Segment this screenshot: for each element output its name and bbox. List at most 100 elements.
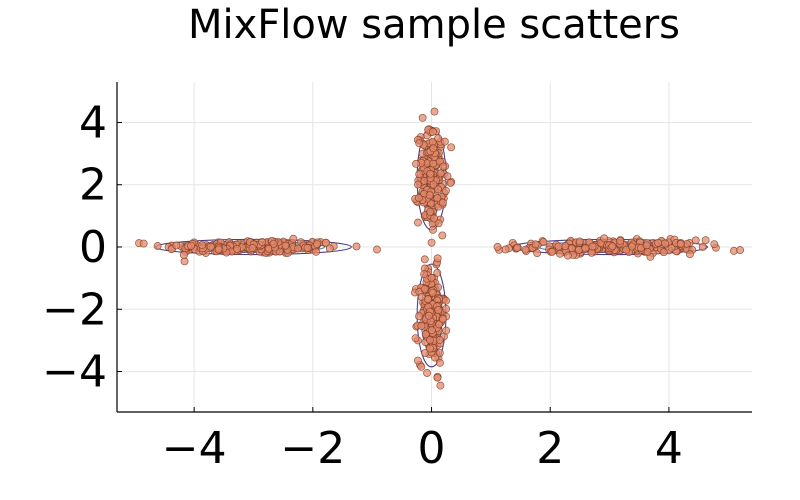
sample-point [352, 242, 361, 251]
sample-point [289, 234, 298, 243]
sample-point [442, 326, 451, 335]
sample-point [447, 143, 456, 152]
sample-point [214, 245, 223, 254]
sample-point [513, 243, 522, 252]
sample-point [198, 241, 207, 250]
sample-point [443, 172, 452, 181]
x-tick-label: 0 [418, 423, 446, 474]
sample-point [654, 238, 663, 247]
sample-point [281, 241, 290, 250]
sample-point [493, 242, 502, 251]
sample-point [588, 242, 597, 251]
sample-point [426, 169, 435, 178]
sample-point [258, 238, 267, 246]
sample-point [608, 242, 617, 251]
sample-point [248, 244, 257, 253]
axes [116, 82, 752, 413]
sample-point [439, 162, 448, 171]
sample-point [433, 194, 442, 203]
sample-point [548, 247, 557, 256]
sample-point [180, 257, 189, 266]
sample-point [710, 240, 719, 249]
sample-point [417, 292, 426, 301]
sample-point [412, 159, 421, 168]
sample-point [417, 362, 426, 371]
sample-point [428, 127, 437, 136]
sample-point [139, 239, 148, 248]
sample-point [420, 255, 429, 264]
sample-point [575, 237, 584, 246]
sample-point [426, 336, 434, 345]
sample-point [426, 344, 434, 353]
sample-point [435, 358, 444, 367]
sample-point [433, 254, 442, 263]
sample-point [428, 288, 437, 297]
sample-point [685, 250, 694, 259]
sample-point [427, 273, 436, 282]
sample-point [429, 144, 438, 153]
sample-point [411, 334, 420, 343]
sample-point [616, 236, 625, 245]
sample-point [435, 349, 444, 357]
sample-point [438, 231, 447, 240]
sample-point [423, 369, 431, 377]
sample-point [187, 241, 196, 250]
sample-point [531, 240, 540, 249]
sample-point [434, 306, 443, 315]
sample-point [554, 242, 563, 251]
sample-point [533, 249, 542, 258]
sample-point [269, 239, 278, 248]
sample-point [442, 296, 450, 305]
sample-point [153, 242, 162, 250]
sample-point [429, 159, 438, 168]
sample-point [413, 356, 422, 365]
sample-point [736, 246, 745, 255]
sample-point [561, 242, 570, 251]
sample-point [434, 134, 443, 143]
sample-point [563, 251, 572, 260]
sample-point [676, 239, 685, 248]
y-tick-label: −4 [42, 347, 107, 398]
sample-point [303, 244, 312, 252]
sample-point [643, 248, 652, 256]
sample-point [521, 245, 530, 254]
sample-point [446, 178, 455, 187]
sample-point [659, 248, 668, 257]
y-tick-label: 2 [79, 160, 107, 211]
sample-point [433, 373, 442, 382]
sample-point [436, 169, 445, 178]
sample-point [691, 236, 700, 245]
sample-point [581, 244, 590, 253]
sample-point [415, 139, 424, 148]
y-tick-label: 4 [79, 97, 107, 148]
sample-point [206, 242, 215, 251]
chart-title: MixFlow sample scatters [188, 2, 680, 48]
sample-point [426, 207, 435, 216]
sample-point [435, 336, 444, 344]
sample-point [172, 241, 181, 250]
sample-point [418, 113, 427, 122]
sample-point [427, 238, 436, 247]
sample-point [442, 304, 451, 313]
sample-point [417, 321, 426, 330]
y-tick-label: 0 [79, 222, 107, 273]
x-tick-label: −4 [162, 423, 227, 474]
x-tick-label: 2 [536, 423, 564, 474]
sample-point [424, 311, 433, 320]
sample-point [293, 244, 302, 253]
sample-point [436, 381, 445, 390]
sample-point [642, 241, 651, 250]
sample-point [420, 285, 429, 294]
sample-point [415, 170, 424, 179]
sample-point [439, 315, 447, 324]
y-tick-label: −2 [42, 284, 107, 335]
sample-point [539, 238, 548, 247]
sample-point [313, 240, 322, 248]
sample-point [429, 225, 437, 234]
y-tick-labels: −4 −2 0 2 4 [42, 97, 107, 397]
sample-point [429, 180, 438, 189]
sample-point [627, 242, 636, 251]
sample-point [321, 238, 330, 247]
x-tick-label: 4 [655, 423, 683, 474]
